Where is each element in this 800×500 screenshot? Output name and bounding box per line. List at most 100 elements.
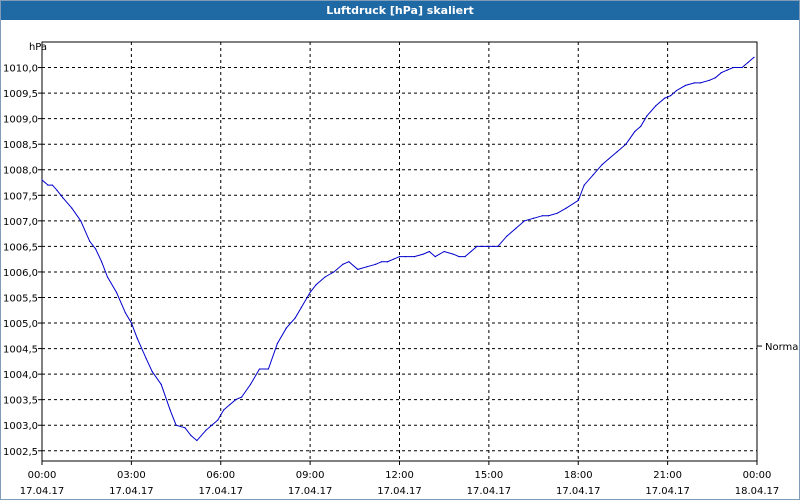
data-point xyxy=(732,66,734,69)
data-point xyxy=(398,256,401,258)
data-point xyxy=(720,72,722,74)
x-tick-time-label: 18:00 xyxy=(564,470,593,481)
data-point xyxy=(392,258,395,260)
data-point xyxy=(541,215,544,217)
y-tick-label: 1009,5 xyxy=(3,89,38,100)
data-point xyxy=(124,312,127,314)
data-point xyxy=(470,250,472,253)
x-tick-date-label: 17.04.17 xyxy=(109,486,154,497)
data-point xyxy=(726,69,728,71)
y-tick-label: 1003,0 xyxy=(3,421,38,432)
data-point xyxy=(625,143,627,145)
x-tick-time-label: 00:00 xyxy=(28,470,57,481)
data-point xyxy=(249,383,252,385)
data-point xyxy=(348,261,350,263)
data-point xyxy=(488,245,490,247)
x-tick-time-label: 03:00 xyxy=(117,470,146,481)
data-point xyxy=(616,151,618,153)
data-point xyxy=(56,189,58,191)
data-point xyxy=(89,240,91,242)
data-point xyxy=(428,250,430,253)
x-tick-date-label: 17.04.17 xyxy=(556,486,601,497)
data-point xyxy=(714,77,716,79)
data-point xyxy=(601,164,603,166)
data-point xyxy=(693,82,696,84)
data-point xyxy=(375,263,377,265)
data-point xyxy=(655,105,657,107)
x-tick-date-label: 17.04.17 xyxy=(377,486,422,497)
data-point xyxy=(229,404,231,406)
y-tick-label: 1004,5 xyxy=(3,345,38,356)
data-point xyxy=(670,95,672,97)
data-point xyxy=(607,158,609,161)
data-point xyxy=(41,179,43,181)
y-tick-label: 1004,0 xyxy=(3,370,38,381)
data-point xyxy=(136,337,138,339)
data-point xyxy=(565,207,567,209)
y-tick-label: 1008,5 xyxy=(3,140,38,151)
data-point xyxy=(211,424,213,426)
data-point xyxy=(524,220,526,222)
x-tick-time-label: 12:00 xyxy=(385,470,414,481)
data-point xyxy=(169,409,171,411)
data-point xyxy=(151,370,153,373)
data-point xyxy=(205,429,207,431)
data-point xyxy=(62,197,64,199)
y-tick-label: 1007,5 xyxy=(3,191,38,202)
data-point xyxy=(497,245,499,247)
pressure-series-line xyxy=(41,56,755,442)
data-point xyxy=(223,409,225,411)
data-point xyxy=(47,184,49,186)
data-point xyxy=(71,207,73,209)
y-tick-label: 1006,5 xyxy=(3,242,38,253)
data-point xyxy=(422,253,424,255)
data-point xyxy=(333,271,335,273)
data-point xyxy=(699,82,701,84)
data-point xyxy=(515,227,517,230)
data-point xyxy=(741,66,743,69)
x-tick-time-label: 15:00 xyxy=(474,470,503,481)
y-tick-label: 1008,0 xyxy=(3,166,38,177)
data-point xyxy=(309,291,311,293)
plot-area-border xyxy=(41,41,758,462)
x-tick-date-label: 17.04.17 xyxy=(288,486,333,497)
data-point xyxy=(80,220,82,222)
data-point xyxy=(482,245,484,247)
data-point xyxy=(160,383,162,385)
x-tick-date-label: 17.04.17 xyxy=(645,486,690,497)
y-tick-label: 1009,0 xyxy=(3,115,38,126)
y-tick-label: 1005,5 xyxy=(3,293,38,304)
data-point xyxy=(258,368,261,370)
data-point xyxy=(434,256,436,258)
data-point xyxy=(634,130,636,133)
y-tick-label: 1002,5 xyxy=(3,447,38,458)
data-point xyxy=(196,439,198,442)
x-tick-time-label: 00:00 xyxy=(743,470,772,481)
data-point xyxy=(753,56,755,58)
data-point xyxy=(100,261,103,263)
y-tick-label: 1005,0 xyxy=(3,319,38,330)
data-point xyxy=(381,261,383,263)
data-point xyxy=(241,396,243,398)
chart-title: Luftdruck [hPa] skaliert xyxy=(1,1,799,20)
y-tick-label: 1003,5 xyxy=(3,396,38,407)
data-point xyxy=(130,322,132,324)
data-point xyxy=(386,261,389,263)
data-point xyxy=(747,61,749,64)
data-point xyxy=(366,266,368,268)
x-tick-time-label: 06:00 xyxy=(206,470,235,481)
data-point xyxy=(106,276,109,278)
data-point xyxy=(276,342,278,345)
data-point xyxy=(357,268,359,270)
data-point xyxy=(315,284,317,286)
data-point xyxy=(324,276,326,278)
y-tick-label: 1007,0 xyxy=(3,217,38,228)
data-point xyxy=(190,434,192,437)
data-point xyxy=(267,368,270,370)
data-point xyxy=(476,245,478,247)
data-point xyxy=(592,174,594,176)
data-point xyxy=(285,327,287,329)
data-point xyxy=(506,235,508,237)
